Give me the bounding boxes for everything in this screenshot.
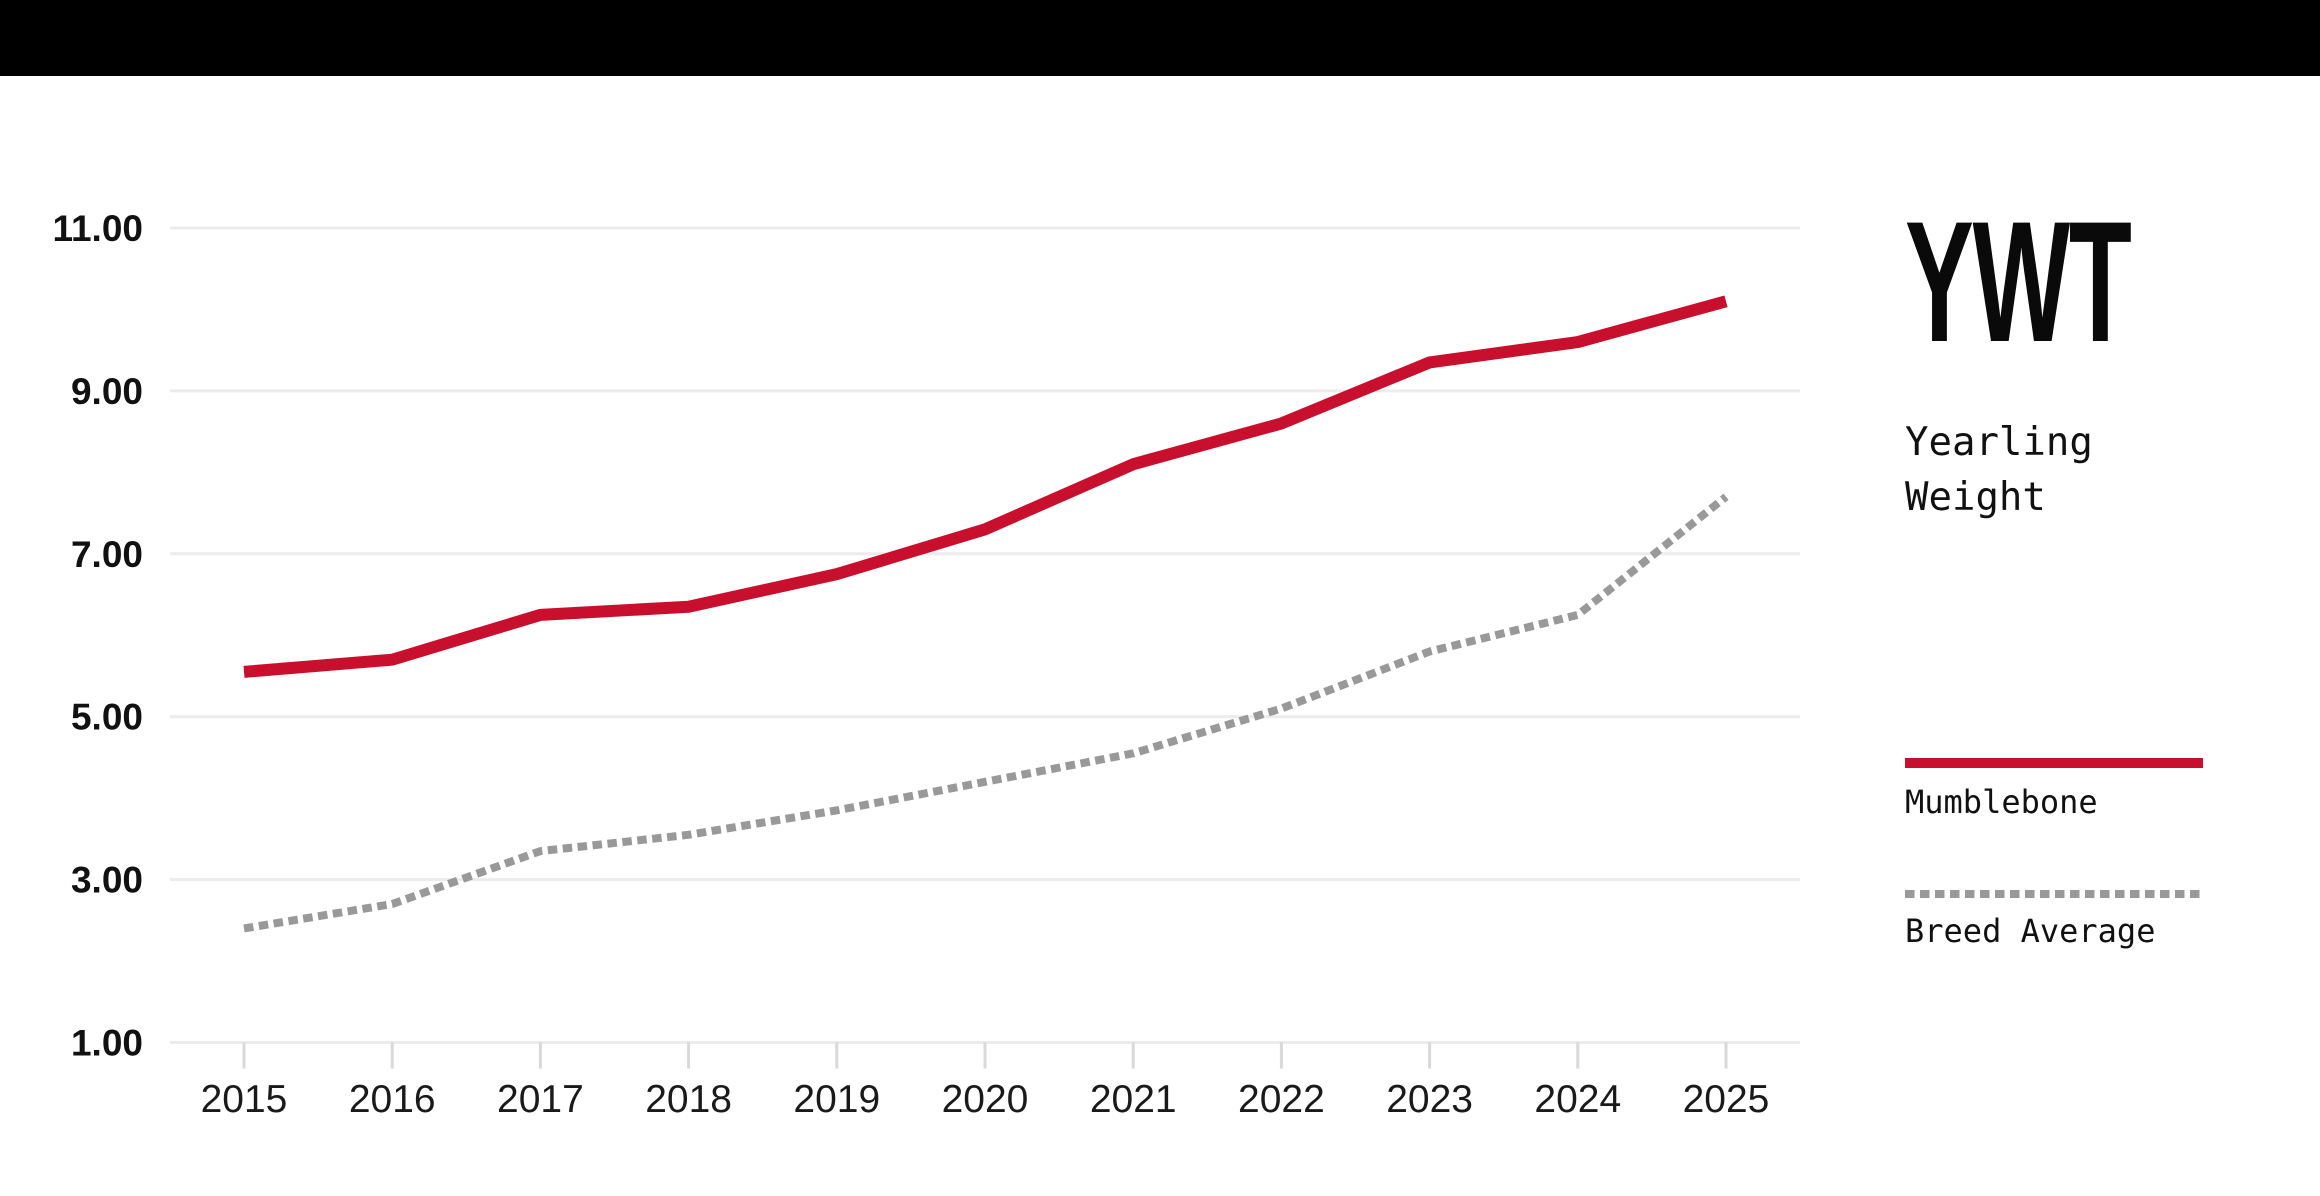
- y-axis-label: 9.00: [71, 371, 143, 412]
- top-black-bar: [0, 0, 2320, 76]
- x-axis-label: 2015: [201, 1078, 288, 1121]
- legend-label-breed-average: Breed Average: [1905, 912, 2156, 950]
- series-line-mumblebone: [243, 295, 1728, 678]
- x-axis-label: 2022: [1238, 1078, 1325, 1121]
- y-axis-label: 5.00: [71, 697, 143, 738]
- legend-swatch-mumblebone: [1905, 758, 2203, 768]
- x-axis-label: 2025: [1683, 1078, 1770, 1121]
- x-axis-label: 2017: [497, 1078, 584, 1121]
- y-axis-label: 11.00: [52, 208, 143, 249]
- right-info-panel: YWT Yearling Weight Mumblebone Breed Ave…: [1905, 0, 2305, 1196]
- x-axis-label: 2024: [1534, 1078, 1621, 1121]
- trait-subtitle: Yearling Weight: [1905, 420, 2093, 520]
- x-axis-label: 2020: [942, 1078, 1029, 1121]
- x-axis-label: 2016: [349, 1078, 436, 1121]
- x-axis-label: 2018: [645, 1078, 732, 1121]
- legend-label-mumblebone: Mumblebone: [1905, 783, 2098, 821]
- legend-swatch-breed-average: [1905, 890, 2203, 898]
- series-line-breed-average: [243, 493, 1729, 933]
- x-axis-label: 2021: [1090, 1078, 1177, 1121]
- y-axis-label: 1.00: [71, 1023, 143, 1064]
- y-axis-label: 3.00: [71, 860, 143, 901]
- trait-code-title: YWT: [1905, 186, 2132, 378]
- x-axis-label: 2019: [793, 1078, 880, 1121]
- x-axis-label: 2023: [1386, 1078, 1473, 1121]
- y-axis-label: 7.00: [71, 534, 143, 575]
